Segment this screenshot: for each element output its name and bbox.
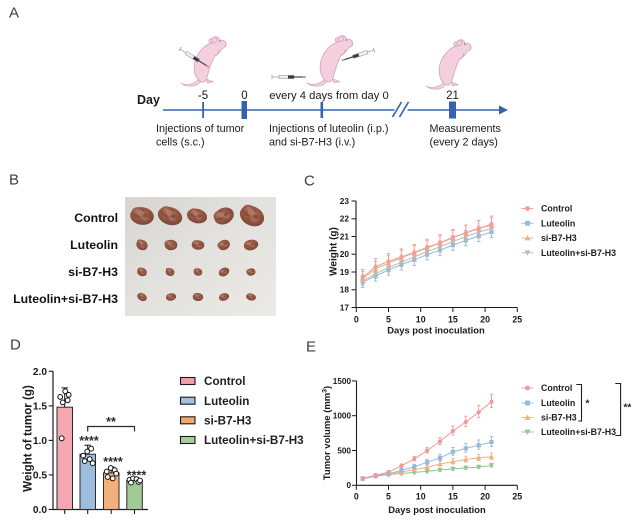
svg-text:si-B7-H3: si-B7-H3 <box>68 265 118 279</box>
svg-text:every 4 days from day 0: every 4 days from day 0 <box>269 90 388 102</box>
svg-text:1.5: 1.5 <box>33 402 47 413</box>
svg-text:Measurements: Measurements <box>430 123 502 135</box>
svg-text:1000: 1000 <box>333 412 352 421</box>
svg-text:E: E <box>306 339 316 356</box>
svg-text:2.0: 2.0 <box>33 367 47 378</box>
svg-text:25: 25 <box>512 491 522 501</box>
svg-text:20: 20 <box>480 315 490 325</box>
svg-text:21: 21 <box>340 231 350 241</box>
svg-text:Luteolin: Luteolin <box>204 395 249 408</box>
svg-text:(every 2 days): (every 2 days) <box>430 137 498 149</box>
svg-text:B: B <box>9 172 19 189</box>
svg-text:Days post inoculation: Days post inoculation <box>387 325 485 336</box>
svg-text:5: 5 <box>386 491 391 501</box>
svg-text:Injections of tumor: Injections of tumor <box>156 123 245 135</box>
svg-text:Day: Day <box>137 93 160 107</box>
svg-text:Luteolin+si-B7-H3: Luteolin+si-B7-H3 <box>13 292 118 306</box>
svg-text:Tumor volume (mm3): Tumor volume (mm3) <box>322 386 333 480</box>
svg-text:and si-B7-H3 (i.v.): and si-B7-H3 (i.v.) <box>269 137 355 149</box>
svg-text:D: D <box>10 337 21 354</box>
svg-text:si-B7-H3: si-B7-H3 <box>541 413 577 423</box>
svg-text:si-B7-H3: si-B7-H3 <box>541 233 577 243</box>
svg-text:**: ** <box>106 415 116 429</box>
svg-text:1.0: 1.0 <box>33 436 47 447</box>
svg-text:Control: Control <box>204 375 246 388</box>
svg-text:C: C <box>304 173 315 190</box>
svg-text:18: 18 <box>340 285 350 295</box>
svg-text:Control: Control <box>541 204 572 214</box>
svg-text:15: 15 <box>448 315 458 325</box>
svg-text:0: 0 <box>354 315 359 325</box>
svg-text:20: 20 <box>340 249 350 259</box>
svg-text:Luteolin+si-B7-H3: Luteolin+si-B7-H3 <box>204 434 304 447</box>
svg-text:Luteolin: Luteolin <box>70 238 118 252</box>
svg-text:10: 10 <box>416 315 426 325</box>
svg-text:A: A <box>9 5 19 22</box>
svg-text:23: 23 <box>340 196 350 206</box>
svg-text:Luteolin+si-B7-H3: Luteolin+si-B7-H3 <box>541 248 616 258</box>
svg-text:Control: Control <box>74 211 118 225</box>
svg-text:si-B7-H3: si-B7-H3 <box>204 414 252 427</box>
svg-text:21: 21 <box>446 90 459 102</box>
svg-text:cells (s.c.): cells (s.c.) <box>156 137 205 149</box>
svg-text:Weight of tumor (g): Weight of tumor (g) <box>22 385 35 492</box>
svg-text:****: **** <box>79 434 99 448</box>
svg-text:****: **** <box>103 455 123 469</box>
svg-text:1500: 1500 <box>333 377 352 386</box>
svg-text:Days post inoculation: Days post inoculation <box>388 504 486 515</box>
svg-text:0.5: 0.5 <box>33 471 47 482</box>
svg-text:19: 19 <box>340 267 350 277</box>
svg-text:10: 10 <box>416 491 426 501</box>
svg-text:0.0: 0.0 <box>33 505 47 516</box>
svg-text:22: 22 <box>340 214 350 224</box>
svg-text:20: 20 <box>480 491 490 501</box>
svg-text:*: * <box>586 399 590 410</box>
svg-text:****: **** <box>127 469 147 483</box>
svg-text:Weight (g): Weight (g) <box>329 227 340 276</box>
svg-text:-5: -5 <box>198 90 208 102</box>
svg-text:0: 0 <box>354 491 359 501</box>
svg-text:Control: Control <box>541 383 572 393</box>
svg-text:0: 0 <box>241 90 247 102</box>
svg-text:Luteolin: Luteolin <box>541 218 575 228</box>
svg-text:5: 5 <box>386 315 391 325</box>
svg-text:17: 17 <box>340 302 350 312</box>
svg-text:Luteolin+si-B7-H3: Luteolin+si-B7-H3 <box>541 427 616 437</box>
svg-text:500: 500 <box>337 446 351 455</box>
svg-text:**: ** <box>624 403 632 414</box>
svg-text:Luteolin: Luteolin <box>541 398 575 408</box>
svg-text:0: 0 <box>346 481 351 490</box>
svg-text:15: 15 <box>448 491 458 501</box>
svg-text:25: 25 <box>512 315 522 325</box>
svg-text:Injections of luteolin (i.p.): Injections of luteolin (i.p.) <box>269 123 388 135</box>
